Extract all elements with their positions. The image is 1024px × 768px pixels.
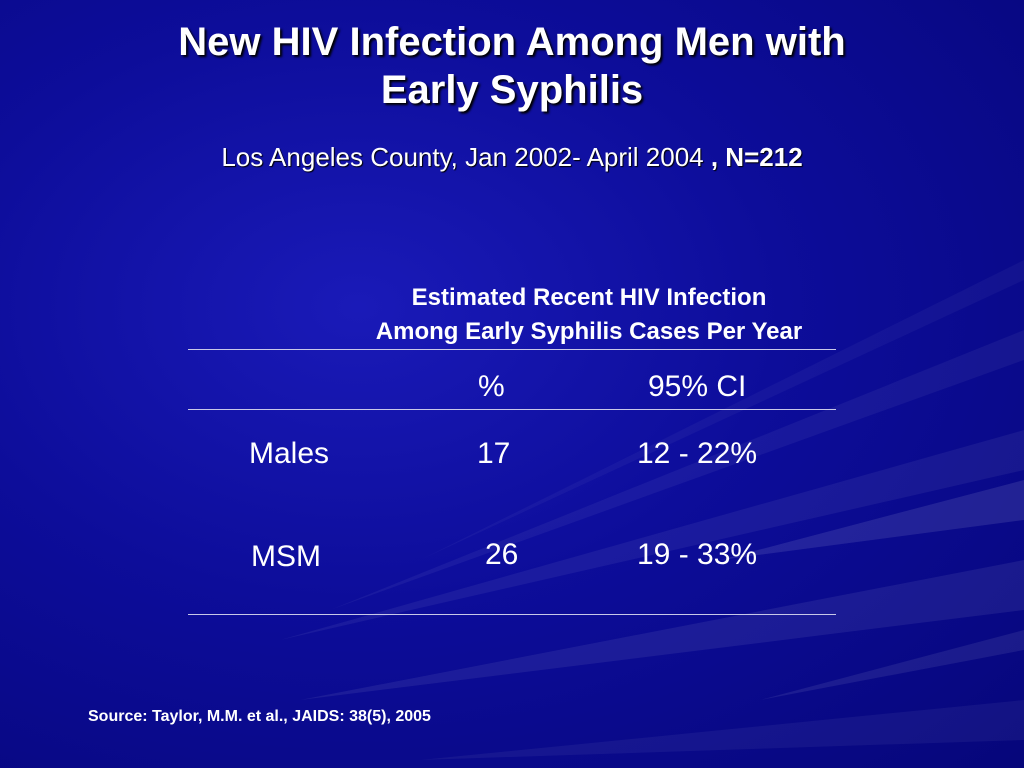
row-males-label: Males: [249, 437, 330, 470]
title-line-1: New HIV Infection Among Men with: [178, 20, 846, 64]
table-caption-line-2: Among Early Syphilis Cases Per Year: [375, 318, 803, 345]
subtitle-text: Los Angeles County, Jan 2002- April 2004: [221, 142, 704, 172]
table-caption: Estimated Recent HIV Infection Among Ear…: [330, 281, 848, 349]
slide-subtitle: Los Angeles County, Jan 2002- April 2004…: [0, 142, 1024, 173]
row-males-ci: 12 - 22%: [637, 437, 758, 470]
source-citation: Source: Taylor, M.M. et al., JAIDS: 38(5…: [88, 708, 431, 725]
subtitle-sample-size: , N=212: [703, 142, 803, 172]
title-line-2: Early Syphilis: [380, 68, 644, 112]
table-header-rule: [188, 409, 836, 410]
table-bottom-rule: [188, 614, 836, 615]
slide-title: New HIV Infection Among Men with Early S…: [0, 18, 1024, 114]
row-msm-label: MSM: [251, 540, 321, 573]
header-ci: 95% CI: [648, 370, 747, 403]
table-top-rule: [188, 349, 836, 350]
row-males-percent: 17: [477, 437, 511, 470]
row-msm-percent: 26: [485, 538, 519, 571]
row-msm-ci: 19 - 33%: [637, 538, 758, 571]
header-percent: %: [478, 370, 505, 403]
table-caption-line-1: Estimated Recent HIV Infection: [411, 284, 767, 311]
